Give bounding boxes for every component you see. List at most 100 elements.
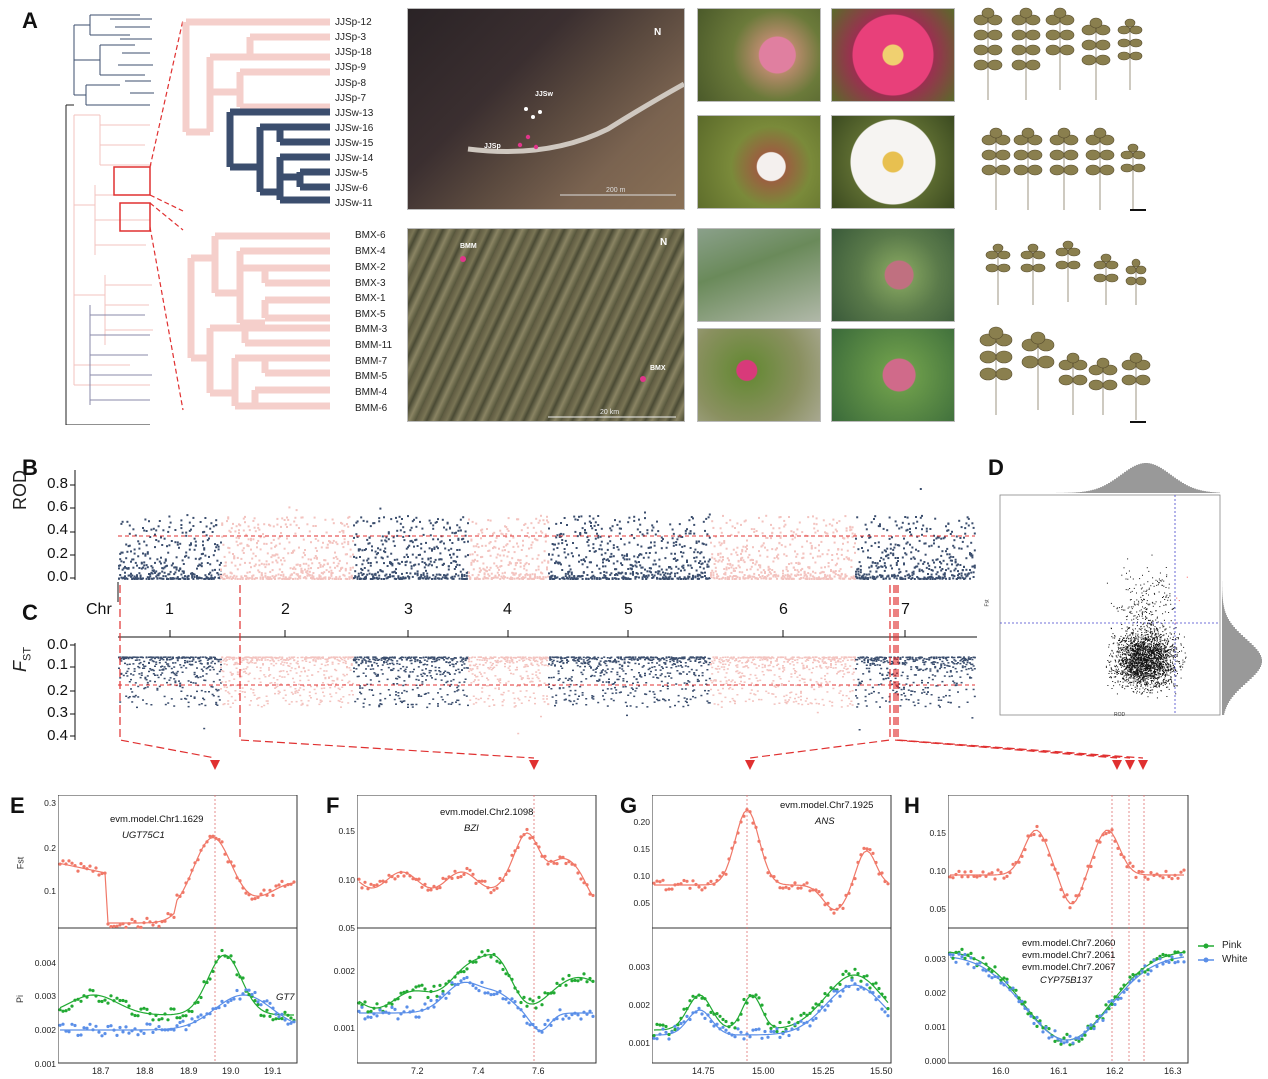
x-tick: 7.4: [472, 1066, 485, 1076]
y-tick: 0.3: [44, 798, 56, 808]
x-tick: 15.50: [870, 1066, 893, 1076]
y-tick: 0.2: [44, 843, 56, 853]
tip-label: JJSp-3: [335, 32, 367, 43]
y-tick: 0.2: [47, 545, 68, 562]
y-tick: 0.15: [633, 844, 650, 854]
north-arrow-icon: N: [660, 237, 668, 248]
gene-name: ANS: [815, 816, 835, 827]
tip-label: BMX-2: [355, 262, 386, 273]
fst-manhattan-plot: [70, 643, 976, 740]
photo-pink-flower: [831, 8, 955, 102]
y-tick: 0.05: [633, 898, 650, 908]
scale-bar-label: 200 m: [606, 187, 626, 194]
fst-axis-label: FST: [10, 646, 34, 672]
scatter-xlabel: ROD: [1114, 712, 1126, 718]
chr-label: 7: [901, 601, 910, 618]
x-tick: 7.2: [411, 1066, 424, 1076]
tip-label: BMM-5: [355, 371, 388, 382]
y-tick: 0.4: [47, 521, 68, 538]
photo-branch: [697, 228, 821, 322]
y-tick: 0.004: [34, 958, 56, 968]
y-tick: 0.0: [47, 636, 68, 653]
y-tick: 0.002: [333, 966, 355, 976]
y-tick: 0.001: [628, 1038, 650, 1048]
legend-swatches: [1198, 943, 1214, 963]
photo-pink-shrub: [697, 328, 821, 422]
tip-label: JJSw-11: [335, 198, 373, 209]
panel-label-g: G: [620, 793, 638, 818]
chr-label: 2: [281, 601, 290, 618]
rod-manhattan-plot: [70, 470, 976, 580]
tip-label: BMM-6: [355, 403, 388, 414]
chr-label: 5: [624, 601, 633, 618]
gene-id: evm.model.Chr7.2060: [1022, 938, 1116, 949]
chr-axis-label: Chr: [86, 601, 112, 618]
y-tick: 0.10: [338, 875, 355, 885]
map-label-jjsp: JJSp: [484, 143, 501, 150]
satellite-map-bottom: BMM BMX 20 km N: [407, 228, 685, 422]
tip-label: JJSw-15: [335, 138, 374, 149]
panel-label-d: D: [988, 455, 1004, 480]
photo-white-bud: [697, 115, 821, 209]
y-tick: 0.001: [924, 1022, 946, 1032]
gene-id: evm.model.Chr7.2067: [1022, 962, 1116, 973]
y-tick: 0.002: [924, 988, 946, 998]
gene-name: UGT75C1: [122, 830, 165, 841]
tip-label: BMX-1: [355, 293, 386, 304]
tip-label: JJSw-13: [335, 108, 374, 119]
tip-label: JJSp-18: [335, 47, 372, 58]
x-tick: 18.9: [180, 1066, 198, 1076]
panel-h-plot: [948, 795, 1189, 1064]
chr-label: 3: [404, 601, 413, 618]
panel-e-plot: [58, 795, 298, 1064]
photo-pink-bud: [697, 8, 821, 102]
x-tick: 15.25: [812, 1066, 835, 1076]
full-phylogeny: [65, 14, 154, 425]
tip-label: BMX-3: [355, 278, 386, 289]
tip-label: JJSp-8: [335, 78, 367, 89]
y-tick: 0.8: [47, 475, 68, 492]
tip-label: BMM-7: [355, 356, 388, 367]
scatter-ylabel: Fst: [984, 599, 991, 607]
y-tick: 0.003: [628, 962, 650, 972]
y-tick: 0.0: [47, 568, 68, 585]
x-tick: 16.2: [1106, 1066, 1124, 1076]
north-arrow-icon: N: [654, 27, 662, 38]
y-tick: 0.6: [47, 498, 68, 515]
panel-label-f: F: [326, 793, 340, 818]
y-tick: 0.001: [34, 1059, 56, 1069]
panel-label-h: H: [904, 793, 920, 818]
photo-pink-bud-closeup: [831, 328, 955, 422]
chr-label: 4: [503, 601, 512, 618]
chr-label: 1: [165, 601, 174, 618]
photo-bud-green: [831, 228, 955, 322]
x-tick: 16.3: [1164, 1066, 1182, 1076]
gene-id: evm.model.Chr1.1629: [110, 814, 204, 825]
legend-white: White: [1222, 954, 1248, 965]
tip-label: JJSw-5: [335, 168, 368, 179]
rod-axis-label: ROD: [10, 470, 30, 510]
tip-label: JJSp-9: [335, 62, 367, 73]
x-tick: 7.6: [532, 1066, 545, 1076]
tip-label: BMM-3: [355, 324, 388, 335]
panel-g-plot: [652, 795, 892, 1064]
map-label-bmx: BMX: [650, 365, 666, 372]
gene-name-extra: GT7: [276, 992, 295, 1003]
y-tick: 0.20: [633, 817, 650, 827]
y-tick: 0.15: [338, 826, 355, 836]
tip-label: BMX-4: [355, 246, 386, 257]
satellite-map-top: JJSw JJSp 200 m N: [407, 8, 685, 210]
y-tick: 0.15: [929, 828, 946, 838]
panel-label-a: A: [22, 8, 38, 33]
y-tick: 0.001: [333, 1023, 355, 1033]
y-tick: 0.2: [47, 682, 68, 699]
top-zoom-tree: [182, 18, 330, 204]
gene-name: CYP75B137: [1040, 975, 1093, 986]
y-tick: 0.05: [338, 923, 355, 933]
photo-white-flower: [831, 115, 955, 209]
y-tick: 0.003: [34, 991, 56, 1001]
panel-label-e: E: [10, 793, 25, 818]
fst-ylabel: Fst: [15, 856, 26, 870]
zoom-lines: [149, 19, 184, 411]
gene-id: evm.model.Chr7.2061: [1022, 950, 1116, 961]
